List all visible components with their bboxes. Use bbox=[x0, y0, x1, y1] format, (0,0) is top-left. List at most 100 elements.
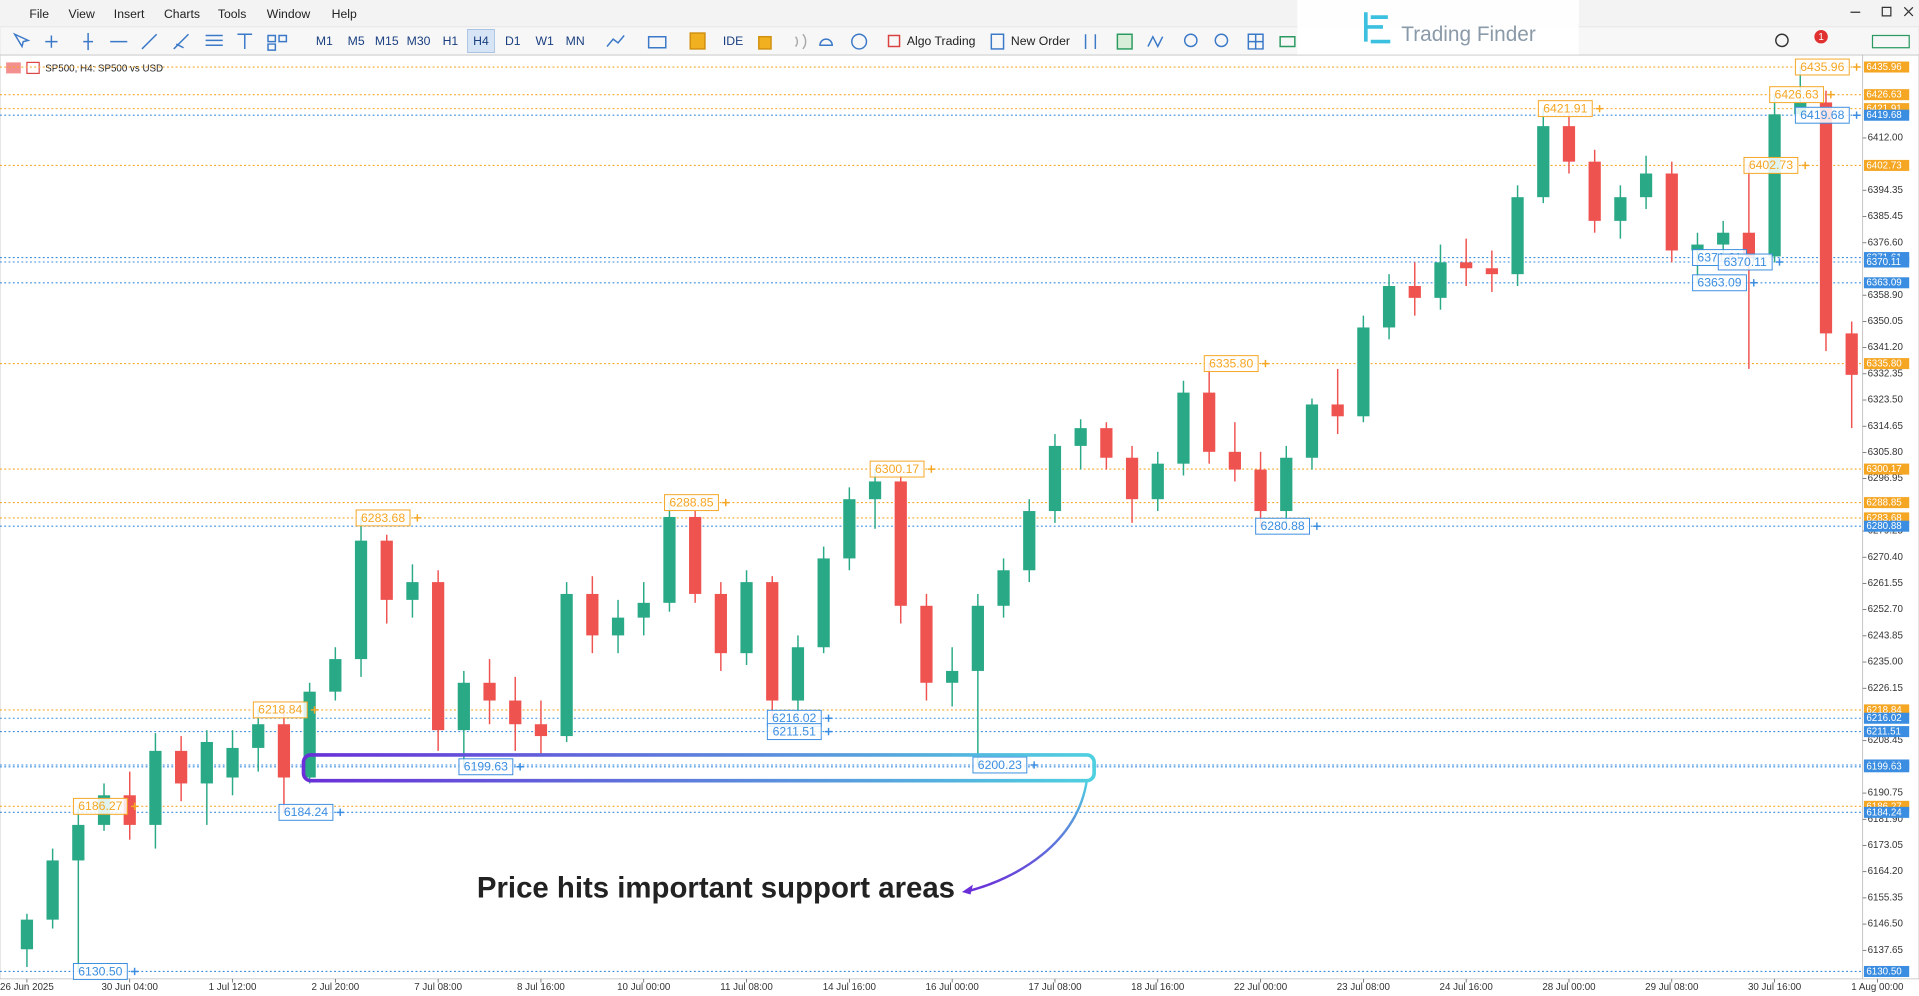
axis-level-label: 6288.85 bbox=[1866, 498, 1902, 509]
search-icon[interactable] bbox=[1775, 33, 1789, 48]
timeframe[interactable]: M5 bbox=[348, 34, 365, 48]
candle-body bbox=[175, 750, 188, 784]
axis-level-label: 6419.68 bbox=[1866, 110, 1901, 121]
candle-body bbox=[920, 605, 933, 683]
axis-level-label: 6130.50 bbox=[1866, 966, 1902, 977]
ide-button[interactable]: IDE bbox=[723, 34, 743, 48]
menu-item[interactable]: Window bbox=[267, 7, 311, 21]
menu-item[interactable]: Help bbox=[332, 7, 357, 21]
pivot-marker bbox=[1827, 90, 1835, 99]
menu-item[interactable]: View bbox=[69, 7, 95, 21]
pivot-box bbox=[1769, 86, 1825, 104]
y-tick-label: 6173.05 bbox=[1868, 840, 1904, 851]
timeframe[interactable]: D1 bbox=[505, 34, 521, 48]
axis-level-box bbox=[1863, 109, 1910, 121]
menu-item[interactable]: Charts bbox=[164, 7, 200, 21]
axis-level-box bbox=[1863, 256, 1910, 268]
candle-body bbox=[226, 747, 239, 778]
annotation-arrow bbox=[968, 780, 1088, 892]
chart-layer: 6435.966426.636421.916419.686402.736371.… bbox=[0, 58, 1863, 980]
pivot-marker bbox=[130, 802, 139, 811]
axis-level-label: 6218.84 bbox=[1866, 705, 1902, 716]
active-timeframe bbox=[467, 28, 495, 53]
y-tick-label: 6332.35 bbox=[1868, 368, 1904, 379]
candle-body bbox=[329, 659, 342, 692]
candle-body bbox=[560, 593, 573, 737]
pivot-box bbox=[72, 963, 128, 980]
menu-item[interactable]: File bbox=[29, 7, 49, 21]
window-controls[interactable] bbox=[1850, 6, 1914, 17]
timeframe[interactable]: M15 bbox=[375, 34, 399, 48]
timeframe[interactable]: W1 bbox=[535, 34, 554, 48]
axis-level-box bbox=[1863, 761, 1910, 773]
axis-level-label: 6280.88 bbox=[1866, 521, 1901, 532]
badge[interactable] bbox=[1814, 29, 1828, 44]
logo-panel bbox=[1297, 0, 1579, 58]
y-tick-label: 6385.45 bbox=[1868, 211, 1904, 222]
axis-level-box bbox=[1863, 463, 1910, 475]
candle-body bbox=[1023, 511, 1036, 571]
axis-level-box bbox=[1863, 497, 1910, 509]
toolbar bbox=[0, 26, 1919, 56]
axis-level-label: 6211.51 bbox=[1866, 727, 1901, 738]
pivot-marker bbox=[1313, 522, 1321, 530]
pivot-label: 6130.50 bbox=[78, 964, 122, 978]
x-tick-label: 11 Jul 08:00 bbox=[720, 982, 773, 993]
timeframe[interactable]: MN bbox=[566, 34, 585, 48]
x-tick-label: 29 Jul 08:00 bbox=[1645, 982, 1699, 993]
candle-body bbox=[1203, 392, 1216, 452]
axis-level-label: 6370.11 bbox=[1866, 257, 1901, 268]
pivot-label: 6186.27 bbox=[78, 799, 122, 813]
candle-body bbox=[380, 540, 393, 600]
y-tick-label: 6350.05 bbox=[1868, 316, 1904, 327]
axis-level-box bbox=[1863, 520, 1910, 532]
pivot-marker bbox=[1775, 258, 1784, 266]
pivot-box bbox=[1794, 58, 1850, 76]
pivot-marker bbox=[824, 727, 833, 736]
axis-level-label: 6186.27 bbox=[1866, 801, 1901, 812]
axis-level-label: 6435.96 bbox=[1866, 62, 1901, 73]
y-tick-label: 6376.60 bbox=[1868, 237, 1904, 248]
candle-body bbox=[1717, 232, 1730, 245]
axis-level-label: 6421.91 bbox=[1866, 104, 1901, 115]
pivot-box bbox=[1717, 253, 1773, 271]
candle-body bbox=[1280, 457, 1293, 512]
pivot-label: 6335.80 bbox=[1209, 356, 1253, 370]
axis-level-label: 6300.17 bbox=[1866, 464, 1901, 475]
pivot-box bbox=[1203, 355, 1259, 373]
x-tick-label: 26 Jun 2025 bbox=[0, 982, 54, 993]
logo-icon bbox=[1363, 12, 1391, 44]
support-zone bbox=[301, 753, 1096, 783]
timeframe[interactable]: M1 bbox=[316, 34, 333, 48]
candle-body bbox=[766, 582, 779, 701]
toggle[interactable] bbox=[1871, 34, 1910, 49]
candle-body bbox=[971, 605, 984, 671]
candle-body bbox=[1357, 327, 1370, 417]
y-tick-label: 6261.55 bbox=[1868, 578, 1904, 589]
candle-body bbox=[1460, 262, 1473, 269]
candle-body bbox=[406, 582, 419, 600]
y-tick-label: 6226.15 bbox=[1868, 683, 1904, 694]
timeframe[interactable]: H4 bbox=[473, 34, 489, 48]
algo-trading-button[interactable]: Algo Trading bbox=[907, 34, 976, 48]
pivot-box bbox=[972, 756, 1028, 774]
pivot-box bbox=[1692, 274, 1747, 292]
candle-body bbox=[534, 724, 548, 737]
pivot-marker bbox=[310, 706, 319, 714]
x-tick-label: 10 Jul 00:00 bbox=[617, 982, 671, 993]
axis-level-label: 6363.09 bbox=[1866, 278, 1901, 289]
menu-item[interactable]: Insert bbox=[114, 7, 145, 21]
x-tick-label: 24 Jul 16:00 bbox=[1440, 982, 1494, 993]
x-tick-label: 7 Jul 08:00 bbox=[414, 982, 462, 993]
x-tick-label: 18 Jul 16:00 bbox=[1131, 982, 1185, 993]
chart-icon bbox=[6, 62, 21, 74]
candle-body bbox=[200, 741, 213, 784]
menu-item[interactable]: Tools bbox=[218, 7, 247, 21]
candle-body bbox=[586, 593, 599, 636]
x-tick-label: 30 Jun 04:00 bbox=[101, 982, 158, 993]
new-order-button[interactable]: New Order bbox=[1011, 34, 1070, 48]
timeframe[interactable]: M30 bbox=[407, 34, 431, 48]
candle-body bbox=[1125, 457, 1139, 500]
timeframe[interactable]: H1 bbox=[443, 34, 459, 48]
